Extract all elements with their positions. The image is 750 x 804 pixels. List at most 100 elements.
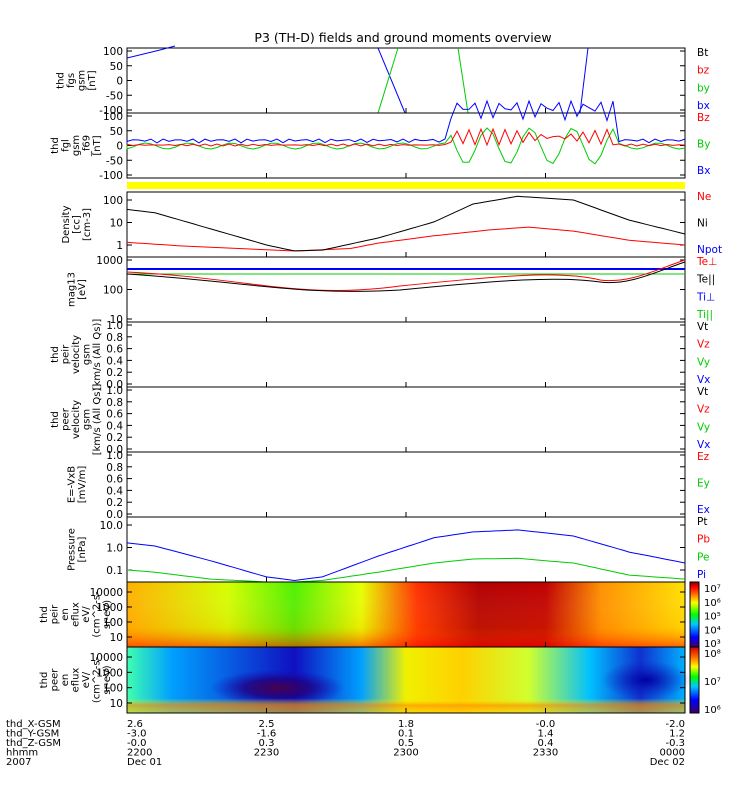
ytick-label: 0 (116, 76, 123, 88)
ytick-label: 1.0 (106, 320, 123, 332)
ytick-label: 100 (103, 683, 123, 695)
colorbar-label: 10⁶ (704, 705, 721, 716)
ytick-label: 10000 (90, 652, 123, 664)
trace-bx (126, 45, 176, 59)
ylabel-line: thd (56, 72, 67, 89)
legend-bt: Bt (697, 47, 708, 59)
panel-peir_spec: 10000 1000 100 10 thd peir en eflux eV/(cm^2-s-s… (39, 581, 721, 650)
ytick-label: 0.4 (106, 355, 123, 367)
footer-value: 2330 (533, 748, 558, 759)
legend-npot: Npot (697, 244, 722, 256)
ytick-label: 0.0 (106, 509, 123, 521)
legend-vy: Vy (697, 356, 710, 368)
footer-value: 2300 (393, 748, 418, 759)
panel-density: 100 10 1 Density [cc] [cm-3] Ne Ni Npot (61, 191, 722, 258)
ytick-label: 100 (103, 46, 123, 58)
ylabel-line: (cm^2-s- (92, 591, 103, 638)
trace-te-perp (126, 259, 686, 292)
ylabel-line: gsm (77, 70, 88, 91)
footer-value: 0000 (660, 748, 685, 759)
ylabel-line: (cm^2-s- (92, 656, 103, 703)
legend-bx: Bx (697, 165, 710, 177)
ytick-label: 0.1 (106, 565, 123, 577)
panel-mode (127, 182, 685, 189)
ytick-label: -50 (106, 90, 123, 102)
footer-value: 0.5 (398, 738, 414, 749)
ylabel-line: [cm-3] (82, 208, 93, 241)
footer-value: 2.6 (127, 719, 143, 730)
ylabel-line: gsm (82, 409, 93, 430)
ylabel-line: peer (50, 668, 61, 692)
footer-value: -1.6 (257, 729, 277, 740)
legend-bz: bz (697, 65, 710, 77)
legend-vz: Vz (697, 404, 710, 416)
trace-bx-2 (377, 47, 406, 114)
footer-row-label: hhmm (6, 748, 38, 759)
legend-bz: Bz (697, 112, 710, 124)
ylabel-line: eflux (71, 668, 82, 693)
ytick-label: 1000 (96, 602, 123, 614)
legend-ez: Ez (697, 451, 710, 463)
ytick-label: -100 (99, 170, 123, 182)
footer-value: 0.4 (538, 738, 554, 749)
legend-ey: Ey (697, 478, 710, 490)
colorbar-label: 10⁶ (704, 598, 721, 609)
peer-spectrogram-shade (127, 647, 685, 713)
ytick-label: 100 (103, 285, 123, 297)
colorbar-label: 10⁷ (704, 584, 721, 595)
ytick-label: 10 (110, 698, 123, 710)
legend-ne: Ne (697, 191, 711, 203)
ytick-label: 1.0 (106, 543, 123, 555)
ylabel-line: gsm (82, 344, 93, 365)
footer-value: -2.0 (665, 719, 685, 730)
panel-fgl: 100 50 0 -50 -100 thd fgl gsm _f69 [nT] Bz By Bx (50, 99, 710, 182)
footer-row-label: thd_Y-GSM (6, 729, 59, 740)
ylabel-line: mag13 (67, 272, 78, 307)
legend-vz: Vz (697, 339, 710, 351)
footer-value: 1.8 (398, 719, 414, 730)
ylabel-line: velocity (71, 400, 82, 439)
ylabel-line: _f69 (82, 135, 93, 157)
ytick-label: 0.2 (106, 432, 123, 444)
ylabel-line: [nT] (87, 70, 98, 90)
plot-title: P3 (TH-D) fields and ground moments over… (254, 30, 551, 45)
ytick-label: -100 (99, 105, 123, 117)
ytick-label: -50 (106, 155, 123, 167)
ytick-label: 0.0 (106, 444, 123, 456)
legend-bx: bx (697, 100, 710, 112)
ytick-label: 0.4 (106, 485, 123, 497)
ylabel-line: thd (50, 411, 61, 428)
ylabel-line: E=-VxB (67, 466, 78, 503)
footer-value: 0.1 (398, 729, 414, 740)
colorbar-label: 10⁸ (704, 649, 721, 660)
legend-vx: Vx (697, 374, 710, 386)
legend-pt: Pt (697, 516, 707, 528)
legend-ex: Ex (697, 504, 710, 516)
footer-row-label: thd_X-GSM (6, 719, 61, 730)
ylabel-line: Density (61, 205, 72, 243)
ylabel-line: peir (61, 344, 72, 364)
legend-te: Te|| (696, 274, 715, 286)
colorbar-label: 10⁷ (704, 677, 721, 688)
trace-By (126, 127, 686, 165)
ytick-label: 0.8 (106, 332, 123, 344)
colorbar-label: 10³ (704, 639, 721, 650)
footer-value: 0.3 (259, 738, 275, 749)
footer-value: -0.0 (127, 738, 147, 749)
ytick-label: 10 (110, 218, 123, 230)
trace-Bz (126, 127, 686, 147)
ytick-label: 50 (110, 126, 123, 138)
ylabel-line: peer (61, 407, 72, 431)
ylabel-line: [nPa] (77, 536, 88, 562)
ytick-label: 0.2 (106, 367, 123, 379)
panel-frame (126, 321, 686, 388)
colorbar-label: 10⁴ (704, 625, 721, 636)
ylabel-line: velocity (71, 335, 82, 374)
ytick-label: 0.4 (106, 420, 123, 432)
panel-peer_spec: 10000 1000 100 10 thd peer en eflux eV/(cm^2-s-s… (39, 646, 721, 716)
ytick-label: 1 (116, 240, 123, 252)
legend-by: By (697, 139, 710, 151)
